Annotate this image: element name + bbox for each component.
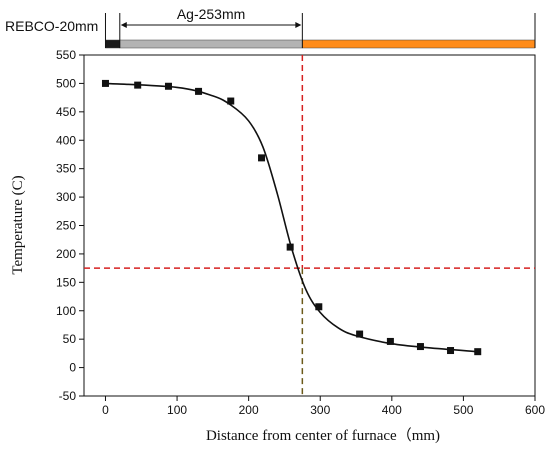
y-tick-label: 350: [56, 162, 76, 176]
y-tick-label: 0: [69, 361, 76, 375]
axes-group: [83, 54, 536, 397]
data-point: [474, 348, 482, 356]
data-point: [315, 303, 323, 311]
rebco-length-label: REBCO-20mm: [5, 18, 98, 34]
data-point: [258, 154, 266, 162]
data-point: [101, 79, 109, 87]
bar-segment-ag: [119, 39, 303, 49]
y-tick-label: 550: [56, 48, 76, 62]
x-axis-label: Distance from center of furnace（mm): [206, 427, 440, 444]
bar-segment-other: [302, 39, 536, 49]
y-tick-label: -50: [59, 389, 77, 403]
y-axis-label: Temperature (C): [10, 175, 26, 274]
data-point: [195, 87, 203, 95]
y-tick-label: 300: [56, 190, 76, 204]
y-tick-label: 50: [63, 332, 77, 346]
labels-group: Distance from center of furnace（mm) Temp…: [10, 175, 440, 444]
x-tick-label: 100: [167, 403, 187, 417]
y-tick-label: 450: [56, 105, 76, 119]
sample-bar-group: Ag-253mm REBCO-20mm: [5, 6, 536, 49]
y-tick-label: 150: [56, 275, 76, 289]
x-tick-label: 400: [382, 403, 402, 417]
x-tick-label: 600: [525, 403, 545, 417]
data-point: [416, 343, 424, 351]
fit-curve-group: [105, 82, 478, 353]
ag-arrow-left: [120, 22, 127, 28]
y-tick-label: 500: [56, 76, 76, 90]
reference-lines-group: [84, 55, 535, 396]
y-tick-label: 250: [56, 219, 76, 233]
x-tick-label: 500: [453, 403, 473, 417]
data-point: [386, 337, 394, 345]
data-point: [134, 81, 142, 89]
data-point: [356, 330, 364, 338]
data-point: [447, 347, 455, 355]
data-point: [286, 243, 294, 251]
data-point: [227, 97, 235, 105]
x-tick-label: 200: [239, 403, 259, 417]
data-points-group: [101, 79, 482, 356]
plot-frame: [83, 54, 536, 397]
y-tick-label: 200: [56, 247, 76, 261]
ag-arrow-right: [295, 22, 302, 28]
y-tick-label: 100: [56, 304, 76, 318]
ticks-group: 0 100 200 300 400 500 600 -50 0 50 100 150 200 250 300…: [56, 48, 545, 417]
y-tick-label: 400: [56, 133, 76, 147]
data-point: [164, 82, 172, 90]
x-tick-label: 300: [310, 403, 330, 417]
x-tick-label: 0: [102, 403, 109, 417]
fit-curve: [105, 82, 478, 353]
bar-segment-rebco: [105, 39, 121, 49]
ag-length-label: Ag-253mm: [177, 6, 245, 22]
